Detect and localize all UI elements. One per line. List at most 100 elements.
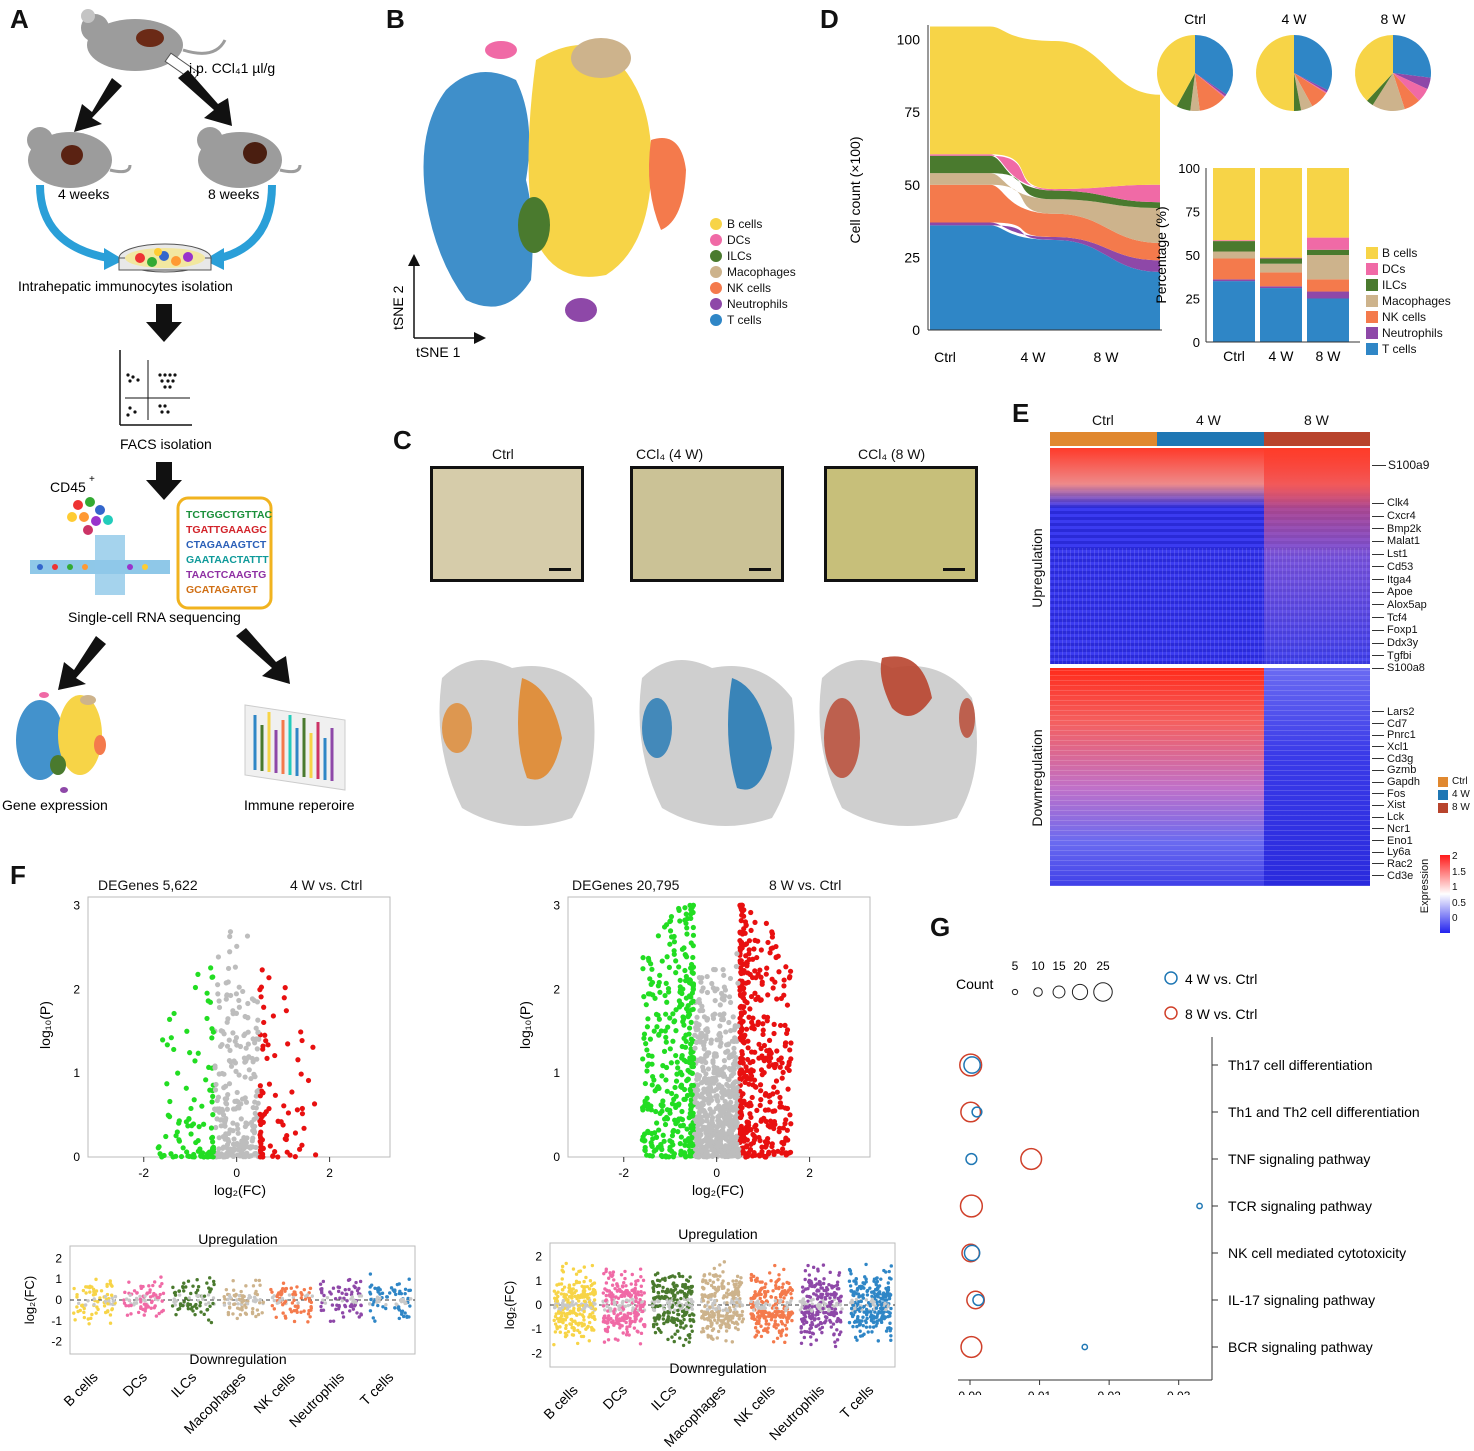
strip-point	[780, 1329, 785, 1333]
volcano-point	[663, 980, 669, 986]
strip-point	[809, 1342, 813, 1347]
strip-point	[336, 1285, 340, 1289]
strip-point	[803, 1277, 807, 1282]
volcano-point	[283, 1008, 289, 1014]
strip-point	[833, 1344, 838, 1349]
strip-point	[340, 1311, 345, 1315]
volcano-point	[191, 1097, 197, 1103]
strip-point	[725, 1295, 729, 1299]
pathway-dot	[1081, 1343, 1089, 1351]
strip-point	[722, 1286, 726, 1290]
volcano-point	[768, 1050, 774, 1057]
gene-label: Foxp1	[1372, 624, 1418, 637]
volcano-point	[655, 933, 661, 939]
strip-point	[331, 1286, 336, 1290]
strip-point	[631, 1306, 635, 1310]
strip-point	[566, 1300, 570, 1304]
volcano-point	[230, 1008, 236, 1014]
volcano-point	[731, 1147, 737, 1153]
gene-tick	[1372, 604, 1384, 606]
gene-tick	[1372, 723, 1384, 725]
heatmap-group-bar-ctrl	[1050, 432, 1157, 446]
strip-point	[333, 1297, 338, 1301]
volcano-point	[662, 1121, 669, 1128]
strip-point	[308, 1286, 313, 1291]
strip-point	[634, 1282, 638, 1287]
strip-point	[591, 1311, 595, 1315]
strip-point	[835, 1303, 839, 1307]
strip-point	[292, 1298, 296, 1302]
volcano-point	[248, 1119, 255, 1126]
strip-point	[733, 1307, 737, 1312]
strip-point	[852, 1279, 856, 1283]
strip-point	[589, 1306, 593, 1310]
size-legend-label: 5	[1012, 959, 1019, 973]
strip-point	[158, 1284, 162, 1289]
volcano-point	[245, 1041, 251, 1047]
strip-point	[639, 1289, 643, 1294]
strip-point	[850, 1306, 854, 1310]
volcano-point	[216, 1135, 222, 1141]
strip-point	[555, 1299, 560, 1303]
strip-point	[613, 1286, 617, 1291]
strip-point	[632, 1311, 636, 1315]
volcano-point	[738, 1004, 744, 1010]
strip-point	[561, 1311, 566, 1315]
volcano-point	[713, 1053, 719, 1059]
strip-point	[72, 1311, 76, 1315]
strip-point	[570, 1291, 575, 1296]
volcano-point	[701, 1039, 707, 1045]
volcano-point	[236, 1004, 242, 1010]
strip-point	[678, 1325, 683, 1329]
volcano-point	[210, 1144, 217, 1150]
strip-point	[242, 1298, 247, 1303]
strip-point	[132, 1289, 137, 1293]
pie-slice	[1355, 35, 1393, 101]
panel-label-a: A	[10, 4, 29, 34]
strip-point	[814, 1338, 819, 1342]
gene-name: Rac2	[1387, 857, 1413, 870]
strip-point	[269, 1287, 273, 1292]
strip-point	[704, 1281, 708, 1285]
volcano-point	[667, 1138, 673, 1144]
strip-point	[861, 1323, 865, 1328]
gene-name: Cd53	[1387, 560, 1414, 573]
area-layer	[930, 222, 1160, 272]
volcano-point	[245, 1029, 251, 1035]
sequence-line: TGATTGAAAGC	[186, 524, 267, 536]
strip-point	[611, 1273, 615, 1277]
strip-point	[377, 1299, 381, 1304]
volcano-point	[767, 1099, 773, 1105]
strip-point	[554, 1292, 558, 1296]
volcano-point	[224, 1106, 230, 1112]
bar-segment	[1213, 240, 1255, 242]
legend-label: B cells	[727, 217, 763, 231]
strip-point	[821, 1263, 826, 1267]
volcano-point	[719, 1066, 725, 1073]
volcano-point	[184, 1149, 190, 1155]
strip-point	[738, 1280, 742, 1284]
strip-point	[76, 1309, 80, 1314]
volcano-point	[257, 1138, 263, 1145]
volcano-point	[725, 1041, 732, 1047]
strip-point	[661, 1296, 666, 1300]
volcano-point	[739, 1026, 745, 1032]
volcano-point	[688, 1104, 695, 1110]
size-legend-label: 10	[1031, 959, 1045, 973]
strip-point	[256, 1312, 261, 1317]
strip-point	[98, 1296, 102, 1300]
strip-point	[685, 1278, 689, 1282]
volcano-point	[657, 972, 663, 978]
volcano-point	[224, 1101, 230, 1107]
volcano-point	[717, 1002, 723, 1008]
gene-name: S100a8	[1387, 662, 1425, 675]
strip-point	[858, 1306, 862, 1310]
strip-point	[272, 1298, 277, 1303]
gene-label: Bmp2k	[1372, 522, 1421, 535]
strip-point	[580, 1313, 585, 1317]
strip-point	[887, 1269, 891, 1274]
x-tick-label: 2	[326, 1166, 333, 1180]
strip-point	[809, 1335, 813, 1339]
strip-point	[622, 1281, 626, 1285]
strip-point	[690, 1329, 694, 1333]
